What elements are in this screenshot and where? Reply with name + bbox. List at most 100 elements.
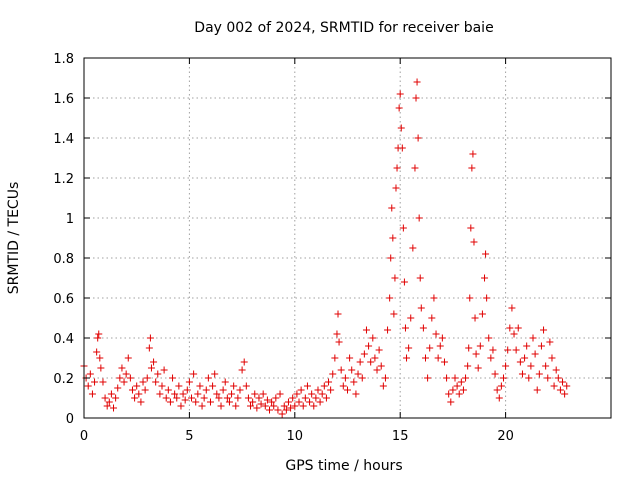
y-tick-label: 1.4: [53, 132, 74, 147]
data-point: [464, 362, 472, 370]
data-point: [403, 354, 411, 362]
data-point: [371, 354, 379, 362]
y-tick-label: 1.2: [53, 172, 74, 187]
data-point: [440, 358, 448, 366]
data-point: [177, 402, 185, 410]
data-point: [139, 378, 147, 386]
chart-title: Day 002 of 2024, SRMTID for receiver bai…: [194, 20, 493, 36]
data-point: [348, 366, 356, 374]
data-point: [154, 370, 162, 378]
data-point: [255, 394, 263, 402]
axis-ticks: 0 5 10 15 20 0 0.2 0.4 0.6 0.8 1 1.2 1.4 1.6 1.8: [53, 52, 611, 444]
data-point: [310, 402, 318, 410]
data-point: [426, 344, 434, 352]
data-point: [412, 94, 420, 102]
x-tick-label: 15: [392, 429, 409, 444]
data-point: [120, 378, 128, 386]
data-point: [510, 330, 518, 338]
data-point: [95, 330, 103, 338]
data-point: [244, 394, 252, 402]
data-point: [242, 382, 250, 390]
data-point: [379, 382, 387, 390]
data-point: [432, 330, 440, 338]
data-point: [282, 406, 290, 414]
data-point: [516, 358, 524, 366]
data-point: [112, 394, 120, 402]
data-point: [397, 124, 405, 132]
data-point: [287, 404, 295, 412]
data-point: [320, 382, 328, 390]
data-point: [375, 346, 383, 354]
data-point: [523, 342, 531, 350]
x-tick-label: 20: [497, 429, 514, 444]
x-axis-label: GPS time / hours: [285, 458, 402, 474]
data-point: [94, 334, 102, 342]
data-point: [399, 224, 407, 232]
data-point: [276, 390, 284, 398]
data-point: [196, 382, 204, 390]
data-point: [333, 330, 341, 338]
grid: [84, 58, 611, 418]
data-point: [508, 304, 516, 312]
data-point: [88, 390, 96, 398]
data-point: [533, 386, 541, 394]
data-point: [158, 382, 166, 390]
data-point: [225, 398, 233, 406]
data-point: [561, 390, 569, 398]
data-point: [253, 404, 261, 412]
data-point: [257, 400, 265, 408]
data-point: [280, 402, 288, 410]
data-point: [156, 390, 164, 398]
data-point: [389, 234, 397, 242]
data-point: [334, 310, 342, 318]
data-point: [398, 144, 406, 152]
data-point: [329, 370, 337, 378]
data-point: [527, 362, 535, 370]
data-point: [447, 398, 455, 406]
data-point: [430, 294, 438, 302]
data-point: [312, 394, 320, 402]
data-point: [546, 338, 554, 346]
data-point: [230, 382, 238, 390]
data-point: [354, 370, 362, 378]
data-point: [455, 390, 463, 398]
data-point: [150, 358, 158, 366]
data-point: [236, 386, 244, 394]
data-point: [417, 304, 425, 312]
data-point: [485, 334, 493, 342]
data-point: [146, 334, 154, 342]
data-point: [512, 346, 520, 354]
data-point: [369, 334, 377, 342]
data-point: [327, 386, 335, 394]
data-point: [339, 382, 347, 390]
data-point: [247, 402, 255, 410]
y-tick-label: 0: [66, 412, 74, 427]
data-point: [453, 382, 461, 390]
data-point: [409, 244, 417, 252]
data-point: [416, 274, 424, 282]
data-point: [478, 310, 486, 318]
data-point: [350, 378, 358, 386]
data-point: [318, 390, 326, 398]
data-point: [356, 358, 364, 366]
data-point: [141, 386, 149, 394]
data-point: [559, 378, 567, 386]
data-point: [377, 362, 385, 370]
data-point: [171, 390, 179, 398]
data-point: [198, 402, 206, 410]
data-point: [152, 378, 160, 386]
data-point: [506, 324, 514, 332]
data-point: [489, 346, 497, 354]
data-point: [164, 386, 172, 394]
data-point: [468, 164, 476, 172]
data-point: [392, 184, 400, 192]
data-point: [396, 90, 404, 98]
data-point: [476, 342, 484, 350]
data-point: [84, 382, 92, 390]
data-point: [278, 410, 286, 418]
plot-frame: [83, 57, 612, 419]
data-point: [400, 278, 408, 286]
data-point: [471, 314, 479, 322]
data-point: [462, 374, 470, 382]
